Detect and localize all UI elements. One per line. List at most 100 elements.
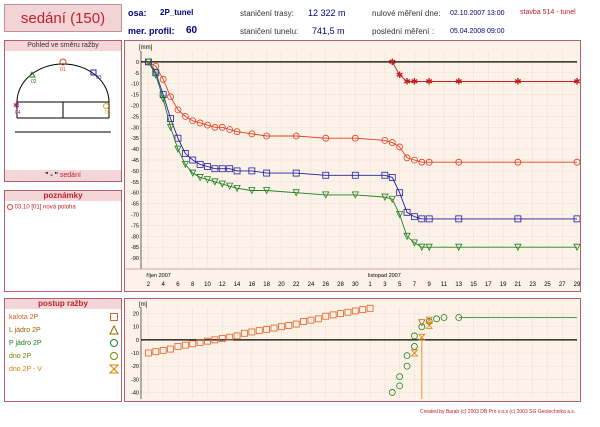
- progress-y-tick-label: -10: [131, 351, 139, 357]
- settlement-x-tick-label: 30: [352, 282, 359, 288]
- progress-data-point: [300, 318, 307, 325]
- settlement-x-tick-label: 23: [529, 282, 536, 288]
- posledni-mereni-value: 05.04.2008 09:00: [450, 28, 505, 35]
- settlement-y-axis-label: [mm]: [139, 45, 153, 51]
- legend-kalota-label: kalota 2P: [9, 314, 39, 321]
- settlement-x-tick-label: 6: [176, 282, 180, 288]
- progress-data-point: [211, 336, 219, 344]
- settlement-y-tick-label: -85: [131, 245, 139, 251]
- settlement-data-point: [196, 174, 204, 182]
- progress-data-point: [433, 315, 440, 323]
- note-item: 03.10 [01] nová poloha: [7, 204, 76, 211]
- settlement-x-tick-label: 5: [398, 282, 402, 288]
- progress-data-point: [411, 332, 418, 340]
- settlement-data-point: [573, 243, 580, 252]
- settlement-data-point: [196, 119, 204, 127]
- settlement-data-point: [410, 239, 419, 247]
- settlement-x-tick-label: 26: [322, 282, 329, 288]
- settlement-data-point: [159, 75, 167, 83]
- settlement-y-tick-label: -30: [131, 125, 139, 131]
- progress-data-point: [418, 319, 426, 327]
- progress-series-3: [418, 319, 426, 327]
- settlement-data-point: [292, 132, 300, 140]
- settlement-data-point: [425, 158, 433, 166]
- settlement-data-point: [573, 158, 580, 166]
- settlement-x-tick-label: 22: [293, 282, 300, 288]
- legend-l-jadro-label: L jádro 2P: [9, 327, 41, 334]
- progress-data-point: [314, 315, 322, 323]
- settlement-x-tick-label: 12: [219, 282, 226, 288]
- settlement-data-point: [211, 178, 219, 186]
- settlement-data-point: [174, 145, 182, 153]
- settlement-series-line: [148, 61, 577, 163]
- legend-dno-v: dno 2P - V: [9, 364, 119, 375]
- settlement-data-point: [248, 130, 256, 138]
- settlement-data-point: [455, 158, 463, 166]
- progress-data-point: [410, 349, 419, 357]
- progress-data-point: [322, 312, 330, 320]
- progress-data-point: [344, 308, 352, 316]
- settlement-data-point: ✱: [514, 77, 522, 87]
- progress-series-4: [410, 316, 434, 357]
- footer-credit: Created by Barab (c) 2003 DB Pro v.o.s (…: [420, 409, 576, 415]
- progress-data-point: [396, 373, 404, 381]
- settlement-data-point: [203, 176, 212, 184]
- settlement-data-point: [181, 160, 189, 169]
- progress-data-point: [396, 382, 404, 390]
- settlement-data-point: [418, 243, 426, 252]
- triangle-icon: [109, 325, 119, 335]
- settlement-y-tick-label: -35: [131, 136, 139, 142]
- settlement-data-point: ✱: [411, 77, 419, 87]
- tunnel-arch-outline: [16, 63, 110, 103]
- square-icon: [110, 313, 118, 321]
- settlement-data-point: [381, 136, 389, 144]
- settlement-data-point: [411, 156, 418, 164]
- point-05-marker: [103, 103, 109, 109]
- point-05-label: 05: [105, 110, 111, 116]
- profile-panel-title: Pohled ve směru ražby: [5, 41, 121, 51]
- settlement-data-point: [514, 243, 522, 252]
- progress-data-point: [189, 340, 197, 348]
- settlement-data-point: [189, 156, 197, 164]
- settlement-data-point: [196, 160, 204, 168]
- point-01-marker: [59, 58, 67, 66]
- progress-data-point: [337, 310, 344, 317]
- settlement-y-tick-label: -25: [131, 114, 139, 120]
- point-03-label: 03: [96, 75, 102, 81]
- settlement-data-point: [189, 117, 197, 125]
- legend-p-jadro-label: P jádro 2P: [9, 340, 42, 347]
- settlement-data-point: [403, 232, 411, 241]
- settlement-data-point: [181, 113, 189, 120]
- settlement-y-tick-label: -80: [131, 234, 139, 240]
- progress-y-tick-label: 10: [133, 325, 139, 331]
- settlement-x-tick-label: 29: [574, 282, 580, 288]
- settlement-data-point: [381, 193, 389, 201]
- progress-y-tick-label: 0: [136, 338, 139, 344]
- settlement-x-tick-label: 2: [147, 282, 151, 288]
- settlement-data-point: [262, 187, 271, 195]
- settlement-x-tick-label: 11: [441, 282, 448, 288]
- settlement-data-point: [218, 180, 226, 188]
- settlement-x-tick-label: 14: [234, 282, 241, 288]
- settlement-data-point: [204, 163, 211, 170]
- progress-data-point: [248, 328, 256, 336]
- settlement-data-point: ✱: [455, 77, 463, 87]
- progress-y-tick-label: -30: [131, 377, 139, 383]
- settlement-x-tick-label: 13: [455, 282, 462, 288]
- point-04-label: 04: [15, 110, 21, 116]
- profile-caption: " - " sedání: [5, 170, 121, 181]
- progress-data-point: [233, 332, 241, 340]
- progress-data-point: [329, 311, 337, 319]
- settlement-data-point: [425, 215, 433, 223]
- settlement-data-point: [418, 158, 426, 166]
- settlement-x-tick-label: 16: [249, 282, 256, 288]
- progress-data-point: [388, 389, 396, 396]
- settlement-x-tick-label: 28: [337, 282, 344, 288]
- point-02-marker: [28, 71, 36, 78]
- staniceni-tunelu-label: staničení tunelu:: [240, 27, 299, 36]
- settlement-data-point: [167, 115, 174, 122]
- settlement-data-point: [159, 95, 167, 103]
- progress-y-tick-label: 20: [133, 312, 139, 318]
- settlement-series-line: [148, 61, 577, 248]
- settlement-x-tick-label: 27: [559, 282, 566, 288]
